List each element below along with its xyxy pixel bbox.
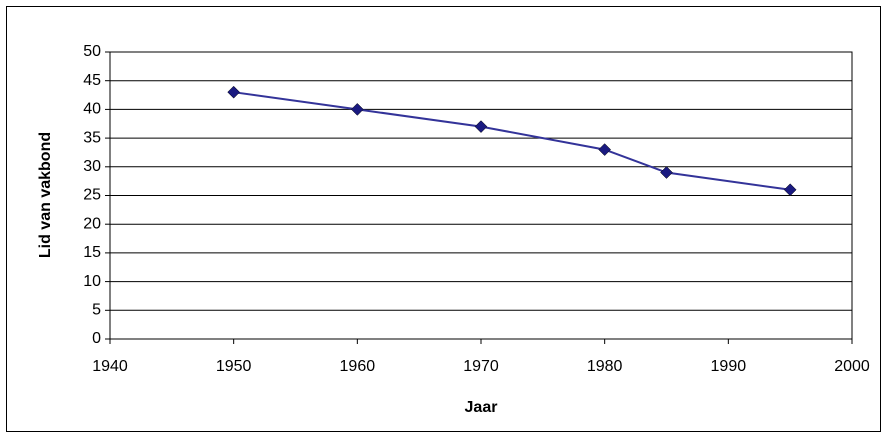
data-point <box>660 166 673 179</box>
y-tick-label: 25 <box>83 187 101 204</box>
x-tick-label: 1960 <box>340 358 376 375</box>
y-tick-label: 15 <box>83 244 101 261</box>
x-tick-label: 1990 <box>711 358 747 375</box>
y-tick-label: 50 <box>83 43 101 60</box>
chart-frame <box>6 6 881 432</box>
y-tick-label: 5 <box>92 302 101 319</box>
data-point <box>227 85 241 99</box>
y-axis-title: Lid van vakbond <box>37 132 54 258</box>
x-tick-label: 1970 <box>463 358 499 375</box>
y-tick-label: 35 <box>83 129 101 146</box>
plot-border <box>109 51 853 340</box>
x-tick-label: 1950 <box>216 358 252 375</box>
x-tick-label: 2000 <box>834 358 870 375</box>
y-tick-label: 30 <box>83 158 101 175</box>
data-point <box>598 143 612 156</box>
series-line <box>233 91 791 191</box>
data-point <box>783 183 797 197</box>
x-tick-label: 1980 <box>587 358 623 375</box>
y-tick-label: 40 <box>83 101 101 118</box>
y-tick-label: 10 <box>83 273 101 290</box>
y-tick-label: 20 <box>83 215 101 232</box>
data-point <box>474 120 488 133</box>
y-tick-label: 45 <box>83 72 101 89</box>
y-tick-label: 0 <box>92 330 101 347</box>
x-tick-label: 1940 <box>92 358 128 375</box>
x-axis-title: Jaar <box>465 399 498 416</box>
data-point <box>350 103 364 116</box>
